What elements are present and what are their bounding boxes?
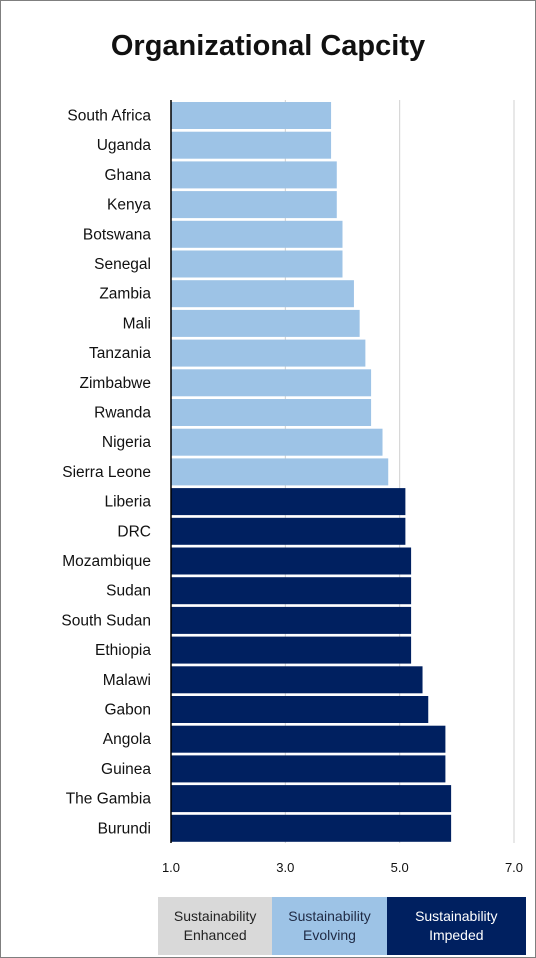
bar-mozambique: [171, 547, 412, 575]
category-label-rwanda: Rwanda: [94, 405, 151, 422]
category-label-ethiopia: Ethiopia: [95, 642, 151, 659]
category-label-angola: Angola: [103, 731, 152, 748]
bar-senegal: [171, 250, 343, 278]
category-label-kenya: Kenya: [107, 197, 151, 214]
chart-title: Organizational Capcity: [110, 30, 426, 62]
bar-sierra-leone: [171, 458, 389, 486]
category-label-tanzania: Tanzania: [89, 345, 151, 362]
bar-drc: [171, 517, 406, 545]
category-label-botswana: Botswana: [83, 226, 151, 243]
bar-gabon: [171, 696, 429, 723]
legend-band-sustainability-impeded: Sustainability Impeded: [386, 897, 526, 955]
bar-botswana: [171, 220, 343, 248]
bar-rwanda: [171, 399, 372, 426]
bar-mali: [171, 309, 360, 337]
bar-the-gambia: [171, 785, 452, 813]
category-label-the-gambia: The Gambia: [66, 791, 152, 808]
x-tick-label-1: 3.0: [276, 860, 294, 875]
legend-band-sustainability-evolving: Sustainability Evolving: [272, 897, 387, 955]
bar-angola: [171, 725, 446, 753]
bar-ethiopia: [171, 636, 412, 664]
category-label-sierra-leone: Sierra Leone: [62, 464, 151, 481]
category-label-gabon: Gabon: [104, 702, 151, 719]
category-label-nigeria: Nigeria: [102, 434, 151, 451]
bar-zimbabwe: [171, 369, 372, 397]
category-label-drc: DRC: [117, 523, 151, 540]
category-label-malawi: Malawi: [103, 672, 151, 689]
bar-kenya: [171, 191, 337, 219]
category-label-mali: Mali: [123, 315, 151, 332]
bar-south-sudan: [171, 606, 412, 634]
category-label-zimbabwe: Zimbabwe: [80, 375, 152, 392]
bar-tanzania: [171, 339, 366, 367]
category-label-sudan: Sudan: [106, 583, 151, 600]
category-label-south-sudan: South Sudan: [61, 612, 151, 629]
bar-uganda: [171, 131, 332, 159]
category-label-guinea: Guinea: [101, 761, 151, 778]
bar-guinea: [171, 755, 446, 783]
bar-south-africa: [171, 102, 332, 129]
category-label-liberia: Liberia: [104, 494, 151, 511]
category-label-zambia: Zambia: [99, 286, 151, 303]
category-label-burundi: Burundi: [98, 820, 151, 837]
category-label-senegal: Senegal: [94, 256, 151, 273]
x-tick-label-2: 5.0: [391, 860, 409, 875]
bar-zambia: [171, 280, 354, 308]
x-tick-label-0: 1.0: [162, 860, 180, 875]
bar-sudan: [171, 577, 412, 605]
bar-nigeria: [171, 428, 383, 456]
bar-liberia: [171, 488, 406, 516]
category-label-mozambique: Mozambique: [62, 553, 151, 570]
category-label-ghana: Ghana: [104, 167, 151, 184]
bar-malawi: [171, 666, 423, 694]
bar-burundi: [171, 814, 452, 842]
legend-band-sustainability-enhanced: Sustainability Enhanced: [158, 897, 273, 955]
category-label-south-africa: South Africa: [67, 108, 151, 125]
x-tick-label-3: 7.0: [505, 860, 523, 875]
category-label-uganda: Uganda: [97, 137, 152, 154]
bar-ghana: [171, 161, 337, 189]
